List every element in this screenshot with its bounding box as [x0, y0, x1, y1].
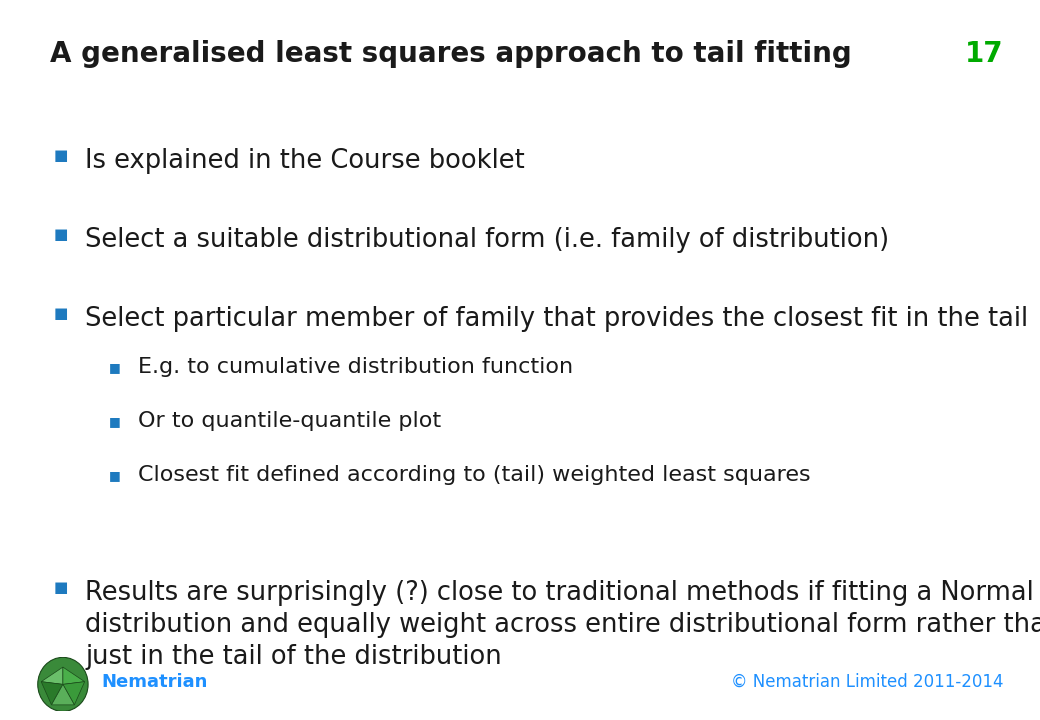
Text: © Nematrian Limited 2011-2014: © Nematrian Limited 2011-2014: [731, 672, 1004, 691]
Text: Select a suitable distributional form (i.e. family of distribution): Select a suitable distributional form (i…: [85, 227, 889, 253]
Polygon shape: [42, 667, 63, 684]
Polygon shape: [63, 682, 84, 705]
Polygon shape: [42, 682, 63, 705]
Text: ■: ■: [109, 469, 121, 482]
Text: ■: ■: [54, 580, 69, 595]
Text: Nematrian: Nematrian: [101, 672, 207, 691]
Text: ■: ■: [109, 415, 121, 428]
Text: E.g. to cumulative distribution function: E.g. to cumulative distribution function: [138, 357, 573, 377]
Polygon shape: [52, 684, 75, 705]
Polygon shape: [63, 667, 84, 684]
Ellipse shape: [37, 657, 88, 711]
Text: A generalised least squares approach to tail fitting: A generalised least squares approach to …: [50, 40, 852, 68]
Text: Closest fit defined according to (tail) weighted least squares: Closest fit defined according to (tail) …: [138, 465, 811, 485]
Text: ■: ■: [109, 361, 121, 374]
Text: Or to quantile-quantile plot: Or to quantile-quantile plot: [138, 411, 441, 431]
Text: Select particular member of family that provides the closest fit in the tail: Select particular member of family that …: [85, 306, 1029, 332]
Text: Is explained in the Course booklet: Is explained in the Course booklet: [85, 148, 525, 174]
Text: ■: ■: [54, 306, 69, 321]
Text: ■: ■: [54, 148, 69, 163]
Text: Results are surprisingly (?) close to traditional methods if fitting a Normal
di: Results are surprisingly (?) close to tr…: [85, 580, 1040, 670]
Text: ■: ■: [54, 227, 69, 242]
Text: 17: 17: [965, 40, 1004, 68]
